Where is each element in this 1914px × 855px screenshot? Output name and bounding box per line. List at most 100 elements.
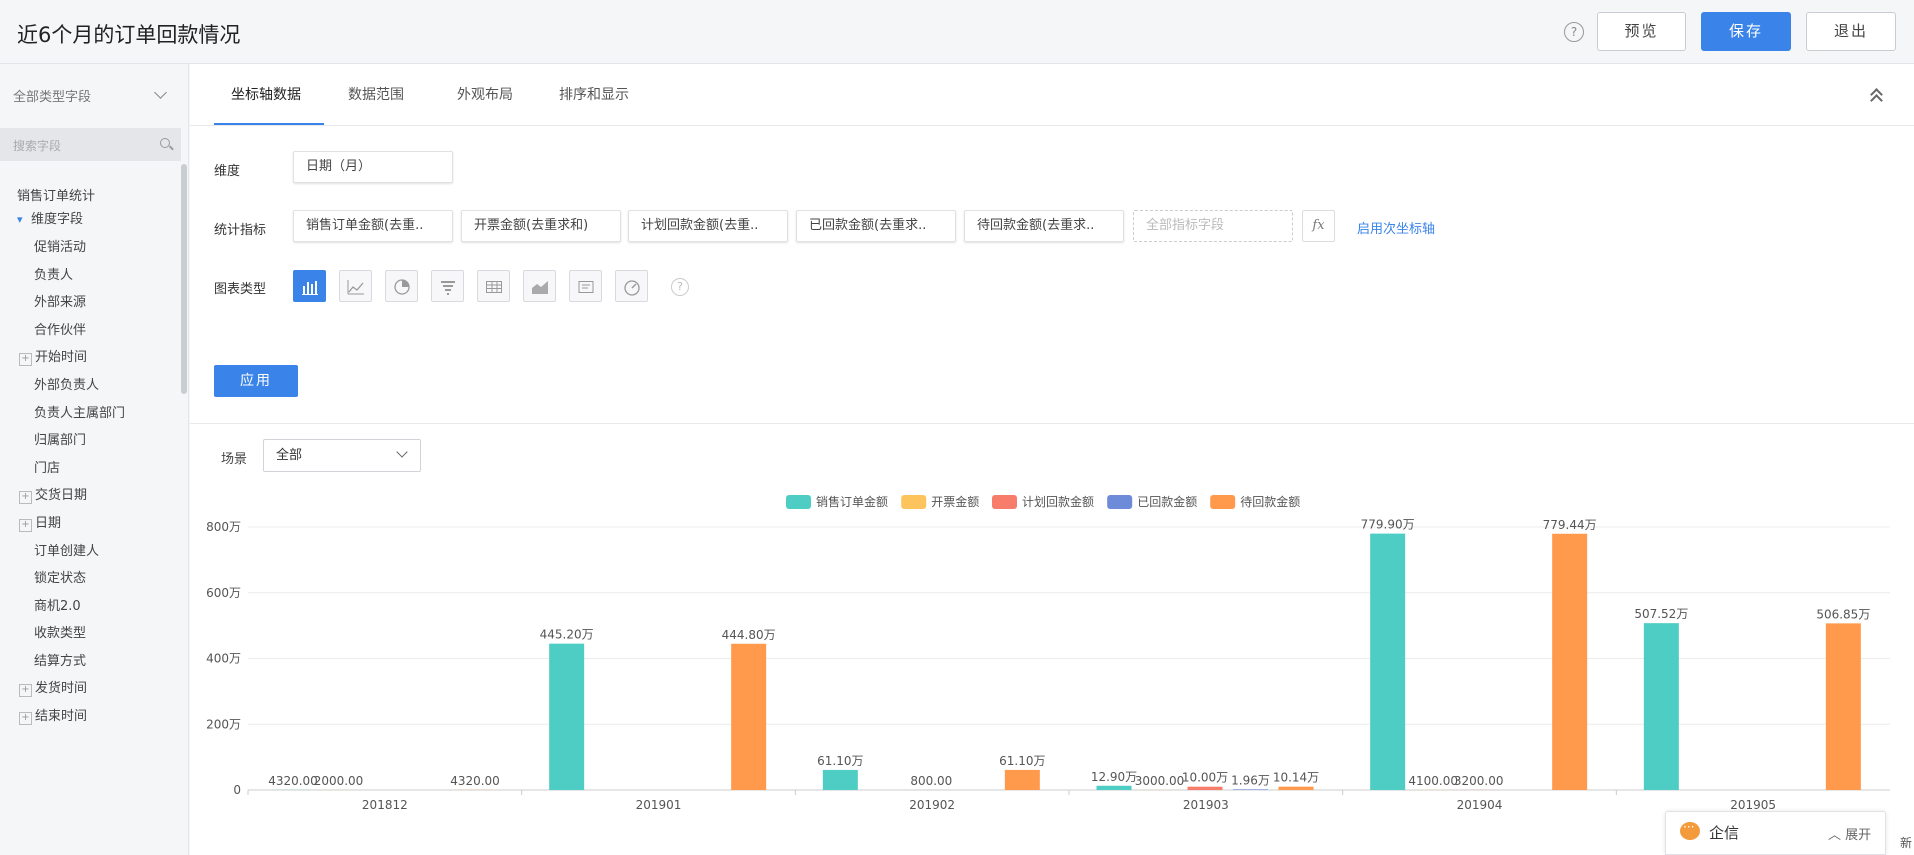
bar — [1004, 769, 1040, 790]
data-label: 506.85万 — [1816, 607, 1870, 621]
search-icon[interactable] — [160, 138, 170, 148]
chart-type-label: 图表类型 — [214, 282, 267, 297]
x-tick-label: 201901 — [636, 798, 682, 812]
tree-group[interactable]: 销售订单统计 — [17, 189, 96, 204]
card-chart-icon[interactable] — [569, 270, 602, 302]
tree-item[interactable]: 结算方式 — [34, 654, 87, 669]
y-tick-label: 200万 — [206, 717, 241, 731]
dimension-chip[interactable]: 日期（月） — [293, 151, 453, 183]
data-label: 4320.00 — [268, 774, 318, 788]
bar — [822, 769, 858, 790]
secondary-axis-link[interactable]: 启用次坐标轴 — [1357, 222, 1436, 237]
bar-chart-icon[interactable] — [293, 270, 326, 302]
area-chart-icon[interactable] — [523, 270, 556, 302]
formula-button[interactable]: fx — [1302, 210, 1335, 242]
metrics-label: 统计指标 — [214, 223, 267, 238]
search-placeholder: 搜索字段 — [13, 139, 62, 153]
tree-item[interactable]: 订单创建人 — [34, 544, 100, 559]
bar — [1643, 623, 1679, 790]
tree-item-expandable[interactable]: 交货日期 — [19, 484, 87, 504]
line-chart-icon[interactable] — [339, 270, 372, 302]
qixin-label: 企信 — [1709, 824, 1740, 842]
x-tick-label: 201904 — [1457, 798, 1503, 812]
scene-label: 场景 — [221, 452, 248, 467]
tree-item[interactable]: 外部来源 — [34, 295, 87, 310]
scene-select[interactable]: 全部 — [263, 439, 421, 472]
table-chart-icon[interactable] — [477, 270, 510, 302]
x-tick-label: 201812 — [362, 798, 408, 812]
tree-item[interactable]: 归属部门 — [34, 433, 87, 448]
config-tabs: 坐标轴数据 数据范围 外观布局 排序和显示 — [190, 64, 1914, 126]
metric-chip[interactable]: 开票金额(去重求和) — [461, 210, 621, 242]
metric-chip[interactable]: 待回款金额(去重求.. — [964, 210, 1124, 242]
tree-item[interactable]: 负责人 — [34, 268, 74, 283]
page-title: 近6个月的订单回款情况 — [17, 23, 241, 47]
tree-item-expandable[interactable]: 结束时间 — [19, 705, 87, 725]
data-label: 800.00 — [910, 774, 952, 788]
tab-axis-data[interactable]: 坐标轴数据 — [231, 87, 301, 103]
tree-item-expandable[interactable]: 开始时间 — [19, 346, 87, 366]
tab-data-range[interactable]: 数据范围 — [348, 87, 404, 103]
bar — [1825, 623, 1861, 790]
legend-swatch — [1210, 495, 1236, 509]
tree-item[interactable]: 收款类型 — [34, 626, 87, 641]
tree-item[interactable]: 商机2.0 — [34, 599, 81, 614]
field-search-input[interactable]: 搜索字段 — [0, 128, 181, 161]
data-label: 2000.00 — [314, 774, 364, 788]
tree-item-expandable[interactable]: 发货时间 — [19, 677, 87, 697]
chart-type-help-icon[interactable]: ? — [671, 278, 689, 296]
y-tick-label: 800万 — [206, 520, 241, 534]
exit-button[interactable]: 退出 — [1806, 12, 1896, 51]
tree-item[interactable]: 锁定状态 — [34, 571, 87, 586]
data-label: 779.90万 — [1361, 518, 1415, 532]
metric-chip[interactable]: 销售订单金额(去重.. — [293, 210, 453, 242]
metric-chip[interactable]: 计划回款金额(去重.. — [628, 210, 788, 242]
data-label: 779.44万 — [1543, 518, 1597, 532]
corner-text: 新 — [1900, 836, 1913, 850]
tree-item[interactable]: 促销活动 — [34, 240, 87, 255]
legend-label: 待回款金额 — [1240, 494, 1300, 509]
preview-button[interactable]: 预览 — [1597, 12, 1686, 51]
dimension-label: 维度 — [214, 164, 241, 179]
tree-item[interactable]: 负责人主属部门 — [34, 406, 126, 421]
field-type-select[interactable]: 全部类型字段 — [13, 90, 92, 105]
data-label: 12.90万 — [1091, 770, 1137, 784]
apply-button[interactable]: 应用 — [214, 365, 298, 397]
tree-item[interactable]: 门店 — [34, 461, 61, 476]
tree-item[interactable]: 合作伙伴 — [34, 323, 87, 338]
y-tick-label: 600万 — [206, 586, 241, 600]
data-label: 4320.00 — [450, 774, 500, 788]
qixin-expand-button[interactable]: ︿ 展开 — [1828, 828, 1872, 843]
data-label: 4100.00 — [1408, 774, 1458, 788]
tree-item[interactable]: 外部负责人 — [34, 378, 100, 393]
add-metric-slot[interactable]: 全部指标字段 — [1133, 210, 1293, 242]
legend-label: 已回款金额 — [1137, 494, 1197, 509]
data-label: 61.10万 — [999, 754, 1045, 768]
top-bar: 近6个月的订单回款情况 ? 预览 保存 退出 — [0, 0, 1914, 64]
y-tick-label: 400万 — [206, 652, 241, 666]
tree-item-expandable[interactable]: 日期 — [19, 512, 61, 532]
data-label: 507.52万 — [1634, 607, 1688, 621]
pie-chart-icon[interactable] — [385, 270, 418, 302]
tab-appearance[interactable]: 外观布局 — [457, 87, 513, 103]
bar — [1233, 789, 1268, 790]
gauge-chart-icon[interactable] — [615, 270, 648, 302]
y-tick-label: 0 — [233, 783, 241, 797]
metric-chip[interactable]: 已回款金额(去重求.. — [796, 210, 956, 242]
bar — [549, 643, 585, 790]
field-sidebar: 全部类型字段 搜索字段 销售订单统计 维度字段 促销活动 负责人 外部来源 合作… — [0, 64, 189, 855]
sidebar-scrollbar[interactable] — [181, 164, 187, 394]
tree-folder[interactable]: 维度字段 — [17, 208, 83, 227]
legend-swatch — [786, 495, 811, 509]
qixin-widget[interactable]: 企信 ︿ 展开 — [1665, 811, 1886, 855]
tab-sort-display[interactable]: 排序和显示 — [559, 87, 629, 103]
help-icon[interactable]: ? — [1564, 22, 1584, 42]
funnel-chart-icon[interactable] — [431, 270, 464, 302]
bar — [1370, 533, 1406, 790]
save-button[interactable]: 保存 — [1701, 12, 1791, 51]
section-divider — [190, 423, 1914, 424]
legend-swatch — [992, 495, 1017, 509]
chevron-down-icon[interactable] — [154, 86, 167, 99]
legend-label: 销售订单金额 — [816, 494, 888, 509]
